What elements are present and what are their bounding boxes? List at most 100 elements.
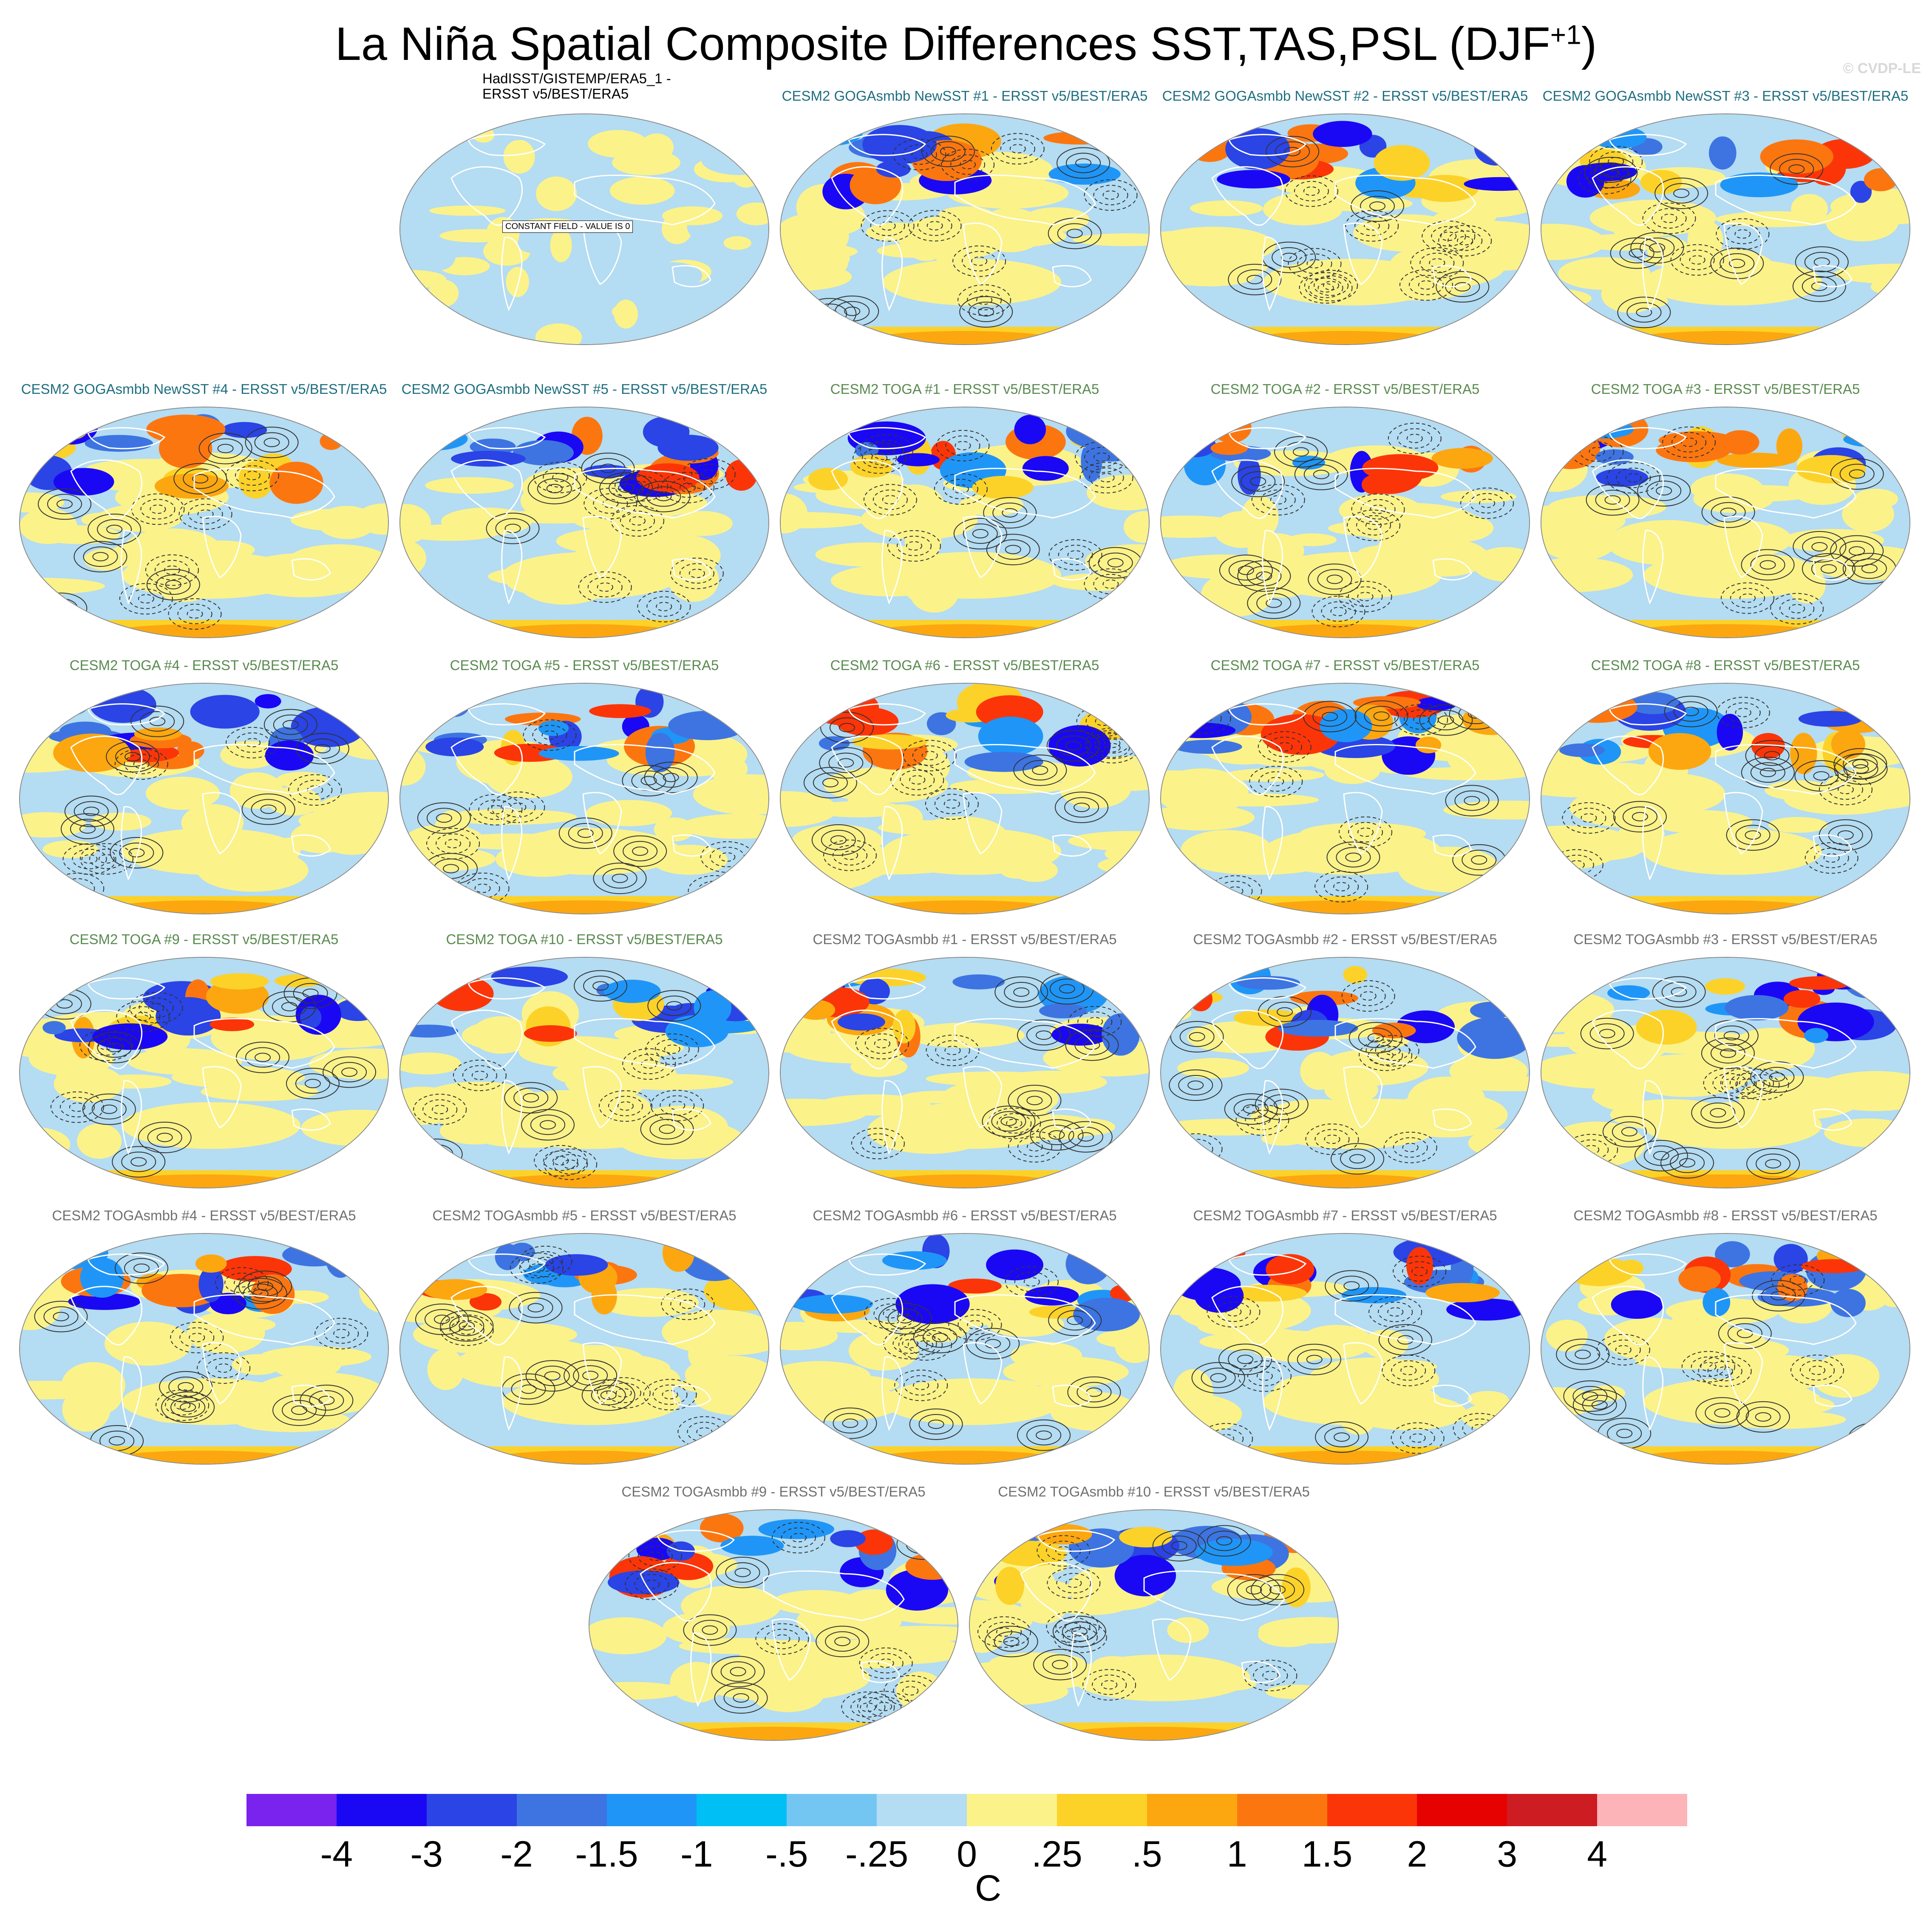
colorbar-units: C [974,1868,1002,1909]
colorbar-swatch [1147,1794,1237,1826]
map-svg [1541,1234,1909,1464]
map-svg [1161,684,1529,914]
colorbar-tick-label: .25 [1031,1834,1082,1875]
map-svg [970,1510,1338,1740]
map-svg [20,407,388,637]
map-plot [969,1509,1339,1741]
map-svg [1161,114,1529,344]
panel-title: CESM2 TOGAsmbb #3 - ERSST v5/BEST/ERA5 [1573,931,1878,947]
map-plot: CONSTANT FIELD - VALUE IS 0 [399,113,769,345]
colorbar-swatch [877,1794,967,1826]
map-svg [1541,407,1909,637]
map-svg [400,1234,768,1464]
map-plot [399,683,769,914]
colorbar-swatch [967,1794,1057,1826]
colorbar-tick-label: -2 [500,1834,533,1875]
colorbar-swatch [697,1794,787,1826]
panel-title: CESM2 TOGA #3 - ERSST v5/BEST/ERA5 [1591,381,1860,397]
colorbar-swatch [787,1794,877,1826]
map-plot [1160,683,1530,914]
colorbar-swatch [246,1794,337,1826]
map-svg [400,114,768,344]
map-plot [399,1233,769,1465]
colorbar [246,1794,1687,1826]
panel-title: CESM2 GOGAsmbb NewSST #3 - ERSST v5/BEST… [1542,88,1909,104]
credit-label: © CVDP-LE [1843,60,1921,76]
map-plot [19,683,389,914]
map-plot [780,1233,1150,1465]
map-plot [399,957,769,1188]
map-plot [1160,113,1530,345]
panel-title: CESM2 TOGAsmbb #4 - ERSST v5/BEST/ERA5 [52,1208,356,1223]
map-plot [1541,957,1910,1188]
panel-title: CESM2 TOGA #1 - ERSST v5/BEST/ERA5 [830,381,1099,397]
colorbar-tick-label: 4 [1587,1834,1608,1875]
map-plot [1541,683,1910,914]
colorbar-swatch [1417,1794,1507,1826]
panel-title: HadISST/GISTEMP/ERA5_1 - ERSST v5/BEST/E… [482,71,671,102]
map-plot [399,407,769,638]
page-title: La Niña Spatial Composite Differences SS… [335,18,1597,70]
map-plot [780,113,1150,345]
map-plot [589,1509,958,1741]
panel-title: CESM2 TOGA #8 - ERSST v5/BEST/ERA5 [1591,657,1860,673]
map-svg [400,407,768,637]
colorbar-swatch [1327,1794,1417,1826]
panel-title: CESM2 GOGAsmbb NewSST #5 - ERSST v5/BEST… [401,381,768,397]
colorbar-swatch [516,1794,607,1826]
colorbar-tick-label: -.5 [765,1834,808,1875]
map-svg [1161,1234,1529,1464]
panel-title: CESM2 TOGAsmbb #6 - ERSST v5/BEST/ERA5 [813,1208,1117,1223]
panel-title: CESM2 TOGAsmbb #9 - ERSST v5/BEST/ERA5 [621,1484,926,1499]
colorbar-tick-label: 1.5 [1301,1834,1353,1875]
panel-title: CESM2 TOGAsmbb #10 - ERSST v5/BEST/ERA5 [998,1484,1310,1499]
map-svg [400,684,768,914]
colorbar-swatch [1237,1794,1327,1826]
map-svg [20,1234,388,1464]
colorbar-tick-label: -.25 [845,1834,909,1875]
map-plot [19,1233,389,1465]
map-svg [1541,684,1909,914]
colorbar-swatch [1057,1794,1147,1826]
colorbar-swatch [1597,1794,1687,1826]
map-svg [781,958,1149,1188]
colorbar-tick-label: 2 [1407,1834,1428,1875]
panel-title: CESM2 TOGAsmbb #8 - ERSST v5/BEST/ERA5 [1573,1208,1878,1223]
colorbar-tick-label: 1 [1227,1834,1247,1875]
colorbar-swatch [606,1794,697,1826]
map-svg [20,958,388,1188]
map-svg [1161,407,1529,637]
colorbar-tick-label: -4 [320,1834,353,1875]
panel-title: CESM2 GOGAsmbb NewSST #1 - ERSST v5/BEST… [782,88,1148,104]
colorbar-tick-label: 0 [957,1834,977,1875]
panel-title: CESM2 TOGAsmbb #2 - ERSST v5/BEST/ERA5 [1193,931,1497,947]
colorbar-tick-label: -3 [410,1834,443,1875]
map-plot [1160,957,1530,1188]
panel-title: CESM2 TOGA #2 - ERSST v5/BEST/ERA5 [1210,381,1480,397]
panel-title: CESM2 TOGA #6 - ERSST v5/BEST/ERA5 [830,657,1099,673]
colorbar-tick-label: -1.5 [575,1834,638,1875]
map-svg [20,684,388,914]
map-plot [19,957,389,1188]
map-plot [1541,407,1910,638]
panel-title: CESM2 GOGAsmbb NewSST #4 - ERSST v5/BEST… [21,381,387,397]
map-svg [781,1234,1149,1464]
panel-title: CESM2 TOGA #7 - ERSST v5/BEST/ERA5 [1210,657,1480,673]
map-plot [1541,113,1910,345]
panel-title: CESM2 TOGAsmbb #7 - ERSST v5/BEST/ERA5 [1193,1208,1497,1223]
map-svg [589,1510,958,1740]
map-plot [780,957,1150,1188]
map-svg [1541,114,1909,344]
panel-title: CESM2 TOGA #4 - ERSST v5/BEST/ERA5 [69,657,339,673]
colorbar-swatch [336,1794,427,1826]
panel-title: CESM2 GOGAsmbb NewSST #2 - ERSST v5/BEST… [1162,88,1528,104]
map-svg [1161,958,1529,1188]
map-plot [1541,1233,1910,1465]
panel-title: CESM2 TOGAsmbb #1 - ERSST v5/BEST/ERA5 [813,931,1117,947]
map-plot [780,407,1150,638]
panel-title: CESM2 TOGA #9 - ERSST v5/BEST/ERA5 [69,931,339,947]
map-plot [780,683,1150,914]
colorbar-tick-label: 3 [1497,1834,1518,1875]
map-plot [1160,1233,1530,1465]
colorbar-tick-label: .5 [1131,1834,1162,1875]
